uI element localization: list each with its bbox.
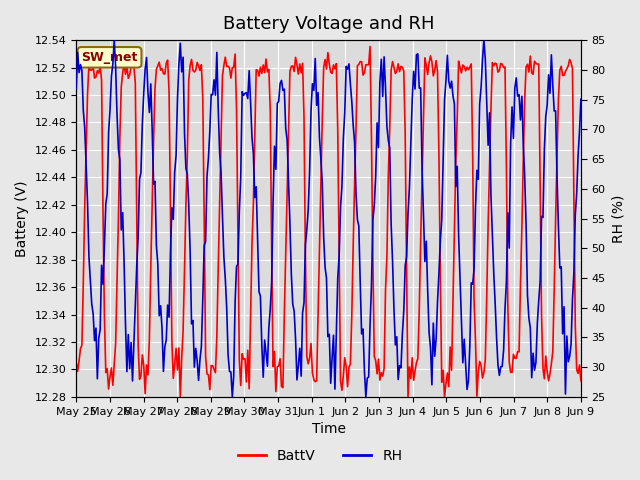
Y-axis label: Battery (V): Battery (V) [15, 180, 29, 257]
Y-axis label: RH (%): RH (%) [611, 194, 625, 243]
Title: Battery Voltage and RH: Battery Voltage and RH [223, 15, 435, 33]
Text: SW_met: SW_met [81, 51, 138, 64]
Legend: BattV, RH: BattV, RH [232, 443, 408, 468]
X-axis label: Time: Time [312, 422, 346, 436]
